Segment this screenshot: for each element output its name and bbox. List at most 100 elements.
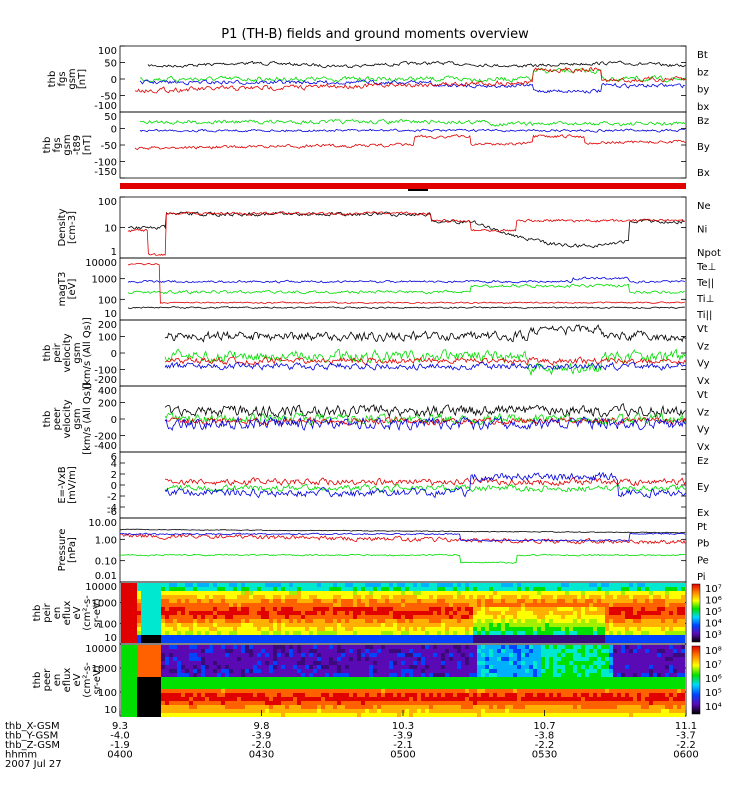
x-tick-label: 0500: [390, 750, 415, 761]
y-tick-label: -6: [107, 507, 117, 518]
legend-te⊥: Te⊥: [696, 262, 716, 273]
y-tick-label: 100: [98, 688, 117, 699]
x-tick-label: 9.3: [112, 721, 128, 732]
colorbar-label: 10⁶: [705, 674, 722, 685]
y-tick-label: 1.00: [95, 535, 117, 546]
panel-ve: 400 200 0 -200-400 thb peer velocity gsm [km/s (…: [42, 383, 710, 455]
y-tick-label: 0: [111, 349, 117, 360]
x-tick-label: -2.0: [252, 740, 272, 751]
legend-vy: Vy: [697, 425, 710, 436]
y-axis-label: magT3: [57, 272, 68, 307]
x-tick-label: 0400: [107, 750, 132, 761]
y-tick-label: 0.10: [95, 557, 117, 568]
y-tick-label: 0.01: [95, 571, 117, 582]
y-axis-label: fgs: [52, 137, 63, 152]
legend-pi: Pi: [697, 572, 706, 583]
y-axis-label: thb: [32, 672, 43, 689]
y-tick-label: -4: [107, 503, 117, 514]
y-tick-label: 0: [111, 415, 117, 426]
y-axis-label: eflux: [62, 601, 73, 626]
legend-ey: Ey: [697, 482, 709, 493]
y-axis-label: gsm: [67, 68, 78, 89]
y-tick-label: 50: [104, 59, 117, 70]
mode-bar: [120, 183, 686, 189]
y-tick-label: -100: [94, 366, 117, 377]
legend-ez: Ez: [697, 456, 709, 467]
x-tick-label: -1.9: [110, 740, 130, 751]
series-bx: [139, 79, 685, 94]
series-pt: [119, 528, 686, 534]
colorbar-label: 10⁵: [705, 688, 722, 699]
x-tick-label: 0430: [249, 750, 274, 761]
y-axis-label: gsm: [72, 342, 83, 363]
series-ti-perp: [127, 276, 685, 284]
x-axis-row-label: thb_X-GSM: [5, 721, 60, 732]
series-bx-t89: [139, 128, 685, 133]
x-axis-row-label: hhmm: [5, 750, 37, 761]
y-tick-label: -50: [101, 141, 117, 152]
legend-bz: Bz: [697, 116, 709, 127]
y-tick-label: 10: [104, 224, 117, 235]
panel-frame: [119, 451, 687, 519]
y-tick-label: -150: [94, 167, 117, 178]
y-tick-label: 200: [98, 320, 117, 331]
colorbar: [691, 583, 701, 643]
colorbar-label: 10³: [705, 630, 722, 641]
y-tick-label: 100: [98, 46, 117, 57]
series-ex: [164, 471, 687, 499]
series-pi: [119, 532, 686, 542]
ion-spectrogram: [121, 583, 685, 643]
y-tick-label: 100: [98, 333, 117, 344]
x-tick-label: -2.2: [676, 740, 696, 751]
x-tick-label: 0530: [532, 750, 557, 761]
x-tick-label: 10.7: [533, 721, 555, 732]
legend-by: By: [697, 142, 710, 153]
series-bz-t89: [134, 134, 686, 150]
series-vt-e: [164, 403, 686, 419]
legend-vt: Vt: [697, 390, 708, 401]
x-tick-label: -2.1: [393, 740, 413, 751]
y-tick-label: 100: [98, 197, 117, 208]
y-axis-label: fgs: [57, 71, 68, 86]
y-tick-label: 200: [98, 399, 117, 410]
colorbar-label: 10⁶: [705, 596, 722, 607]
y-axis-label: eV: [72, 673, 83, 686]
colorbar-label: 10⁸: [705, 646, 722, 657]
y-axis-label: [cm-3]: [67, 211, 78, 244]
series-ni: [128, 211, 685, 249]
series-ez: [164, 477, 687, 487]
y-axis-label: thb: [47, 71, 58, 88]
y-tick-label: 0: [111, 125, 117, 136]
colorbar-label: 10⁷: [705, 584, 722, 595]
y-tick-label: 6: [111, 452, 117, 463]
legend-bt: Bt: [697, 50, 708, 61]
electron-spectrogram: [121, 645, 685, 717]
x-tick-label: 10.3: [392, 721, 414, 732]
series-vt-i: [164, 324, 687, 343]
legend-pt: Pt: [697, 522, 707, 533]
legend-by: by: [697, 85, 709, 96]
x-tick-label: -3.8: [535, 731, 555, 742]
y-axis-label: thb: [42, 137, 53, 154]
y-axis-label: peer: [42, 668, 53, 692]
colorbar-label: 10⁷: [705, 660, 722, 671]
legend-vt: Vt: [697, 324, 708, 335]
y-tick-label: 1000: [92, 664, 117, 675]
y-tick-label: 400: [98, 386, 117, 397]
y-tick-label: 10000: [85, 258, 117, 269]
panel-ion_spec: 10000 1000 100 10 thb peir en eflux eV (cm²-s-sr-…: [32, 581, 722, 645]
y-tick-label: 10: [104, 705, 117, 716]
series-ti-par: [127, 283, 685, 295]
y-tick-label: 1: [111, 247, 117, 258]
y-tick-label: -100: [94, 101, 117, 112]
y-axis-label: Pressure: [57, 529, 68, 572]
y-tick-label: 1000: [92, 599, 117, 610]
series-bt: [147, 60, 686, 69]
y-tick-label: -200: [94, 375, 117, 386]
x-tick-label: 0600: [673, 750, 698, 761]
x-tick-label: -3.9: [393, 731, 413, 742]
mode-bar-marker: [408, 189, 428, 191]
panel-vi: 200 100 0 -100-200 thb peir velocity gsm [km/s (…: [42, 317, 710, 389]
y-tick-label: 100: [98, 295, 117, 306]
